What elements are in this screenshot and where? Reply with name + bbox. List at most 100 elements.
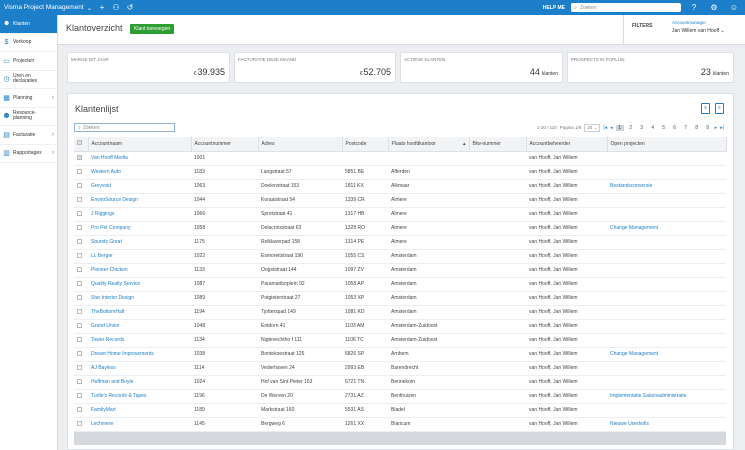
account-name-link[interactable]: Sounds Great <box>88 235 191 250</box>
sidebar-item-uren[interactable]: ◷ Uren en declaraties <box>0 71 57 89</box>
page-button[interactable]: 9 <box>706 124 710 131</box>
account-name-link[interactable]: Grand Union <box>88 319 191 334</box>
row-checkbox-cell[interactable] <box>74 403 88 418</box>
table-row[interactable]: Western Auto 1183 Langstraat 57 5851 BE Affe… <box>74 165 726 180</box>
select-all-checkbox[interactable] <box>77 140 82 146</box>
app-switcher[interactable]: Visma Project Management ⌄ <box>0 4 95 12</box>
row-checkbox[interactable] <box>77 392 82 398</box>
account-name-link[interactable]: Western Auto <box>88 165 191 180</box>
account-name-link[interactable]: Van Hooff Media <box>88 151 191 166</box>
sidebar-item-planning[interactable]: ▦ Planning › <box>0 89 57 108</box>
table-row[interactable]: FamilyMart 1189 Markstraat 160 5531 AS Blade… <box>74 403 726 418</box>
row-checkbox-cell[interactable] <box>74 417 88 432</box>
row-checkbox[interactable] <box>77 252 82 258</box>
row-checkbox[interactable] <box>77 168 82 174</box>
table-row[interactable]: Lechmere 1145 Bergweg 6 1261 XX Blaricum van … <box>74 417 726 432</box>
table-row[interactable]: AJ Bayless 1114 Vederhaven 24 2993 EB Barend… <box>74 361 726 376</box>
row-checkbox[interactable] <box>77 196 82 202</box>
sidebar-item-resourceplanning[interactable]: ⚉ Resource-planning <box>0 108 57 126</box>
sidebar-item-verkoop[interactable]: $ Verkoop <box>0 34 57 52</box>
row-checkbox[interactable] <box>77 266 82 272</box>
page-button[interactable]: 8 <box>695 124 699 131</box>
row-checkbox[interactable] <box>77 308 82 314</box>
add-client-button[interactable]: Klant toevoegen <box>130 24 175 34</box>
open-project-link[interactable]: Change Management <box>607 221 726 236</box>
last-page-icon[interactable]: ▸| <box>720 124 724 131</box>
table-row[interactable]: Star Interior Design 1089 Potgieterstraat … <box>74 291 726 306</box>
table-row[interactable]: Dream Home Improvements 1038 Bontekoestraa… <box>74 347 726 362</box>
column-header[interactable]: Open projecten <box>607 137 727 152</box>
row-checkbox[interactable] <box>77 420 82 426</box>
help-icon[interactable]: ? <box>691 3 697 12</box>
account-name-link[interactable]: Dream Home Improvements <box>88 347 191 362</box>
row-checkbox-cell[interactable] <box>74 277 88 292</box>
row-checkbox-cell[interactable] <box>74 193 88 208</box>
column-header[interactable]: Btw-nummer <box>469 137 527 152</box>
row-checkbox-cell[interactable] <box>74 151 88 166</box>
row-checkbox[interactable] <box>77 210 82 216</box>
row-checkbox-cell[interactable] <box>74 347 88 362</box>
row-checkbox[interactable] <box>77 350 82 356</box>
open-project-link[interactable]: Nieuwe Userbolls <box>607 417 726 432</box>
row-checkbox-cell[interactable] <box>74 221 88 236</box>
account-name-link[interactable]: Turtle's Records & Tapes <box>88 389 191 404</box>
row-checkbox[interactable] <box>77 378 82 384</box>
account-name-link[interactable]: Lechmere <box>88 417 191 432</box>
gear-icon[interactable]: ⚙ <box>710 3 718 12</box>
row-checkbox-cell[interactable] <box>74 319 88 334</box>
column-header[interactable]: Postcode <box>342 137 389 152</box>
account-name-link[interactable]: LL Berger <box>88 249 191 264</box>
row-checkbox-cell[interactable] <box>74 361 88 376</box>
account-name-link[interactable]: Pro Pet Company <box>88 221 191 236</box>
page-button[interactable]: 5 <box>662 124 666 131</box>
row-checkbox[interactable] <box>77 280 82 286</box>
prev-page-icon[interactable]: ◂ <box>610 124 613 131</box>
row-checkbox[interactable] <box>77 238 82 244</box>
row-checkbox-cell[interactable] <box>74 165 88 180</box>
table-row[interactable]: EnviroSource Design 1044 Koraalstraat 54 13… <box>74 193 726 208</box>
table-row[interactable]: Sounds Great 1175 Rolklaverpad 158 1314 PE A… <box>74 235 726 250</box>
row-checkbox[interactable] <box>77 294 82 300</box>
sidebar-item-projecten[interactable]: ▭ Projecten <box>0 52 57 71</box>
column-header-sorted[interactable]: Plaats hoofdkantoor ▴ <box>388 137 470 152</box>
row-checkbox-cell[interactable] <box>74 179 88 194</box>
row-checkbox-cell[interactable] <box>74 291 88 306</box>
column-header[interactable]: Accountbeheerder <box>526 137 608 152</box>
table-row[interactable]: Grand Union 1048 Entdorn 41 1103 AM Amsterda… <box>74 319 726 334</box>
page-button[interactable]: 2 <box>629 124 633 131</box>
filters-label[interactable]: FILTERS <box>632 23 653 29</box>
row-checkbox-cell[interactable] <box>74 235 88 250</box>
row-checkbox[interactable] <box>77 364 82 370</box>
export-excel-icon[interactable]: x <box>701 103 710 114</box>
page-button[interactable]: 7 <box>684 124 688 131</box>
table-row[interactable]: Van Hooff Media 1001 van Hooff, Jan Willem <box>74 151 726 166</box>
row-checkbox[interactable] <box>77 154 82 160</box>
table-row[interactable]: LL Berger 1022 Esmoreitstraat 190 1055 CS Am… <box>74 249 726 264</box>
account-name-link[interactable]: Quality Realty Service <box>88 277 191 292</box>
account-name-link[interactable]: EnviroSource Design <box>88 193 191 208</box>
page-button[interactable]: 3 <box>640 124 644 131</box>
table-row[interactable]: J Riggings 1066 Sprotstraat 41 1317 HB Almer… <box>74 207 726 222</box>
account-name-link[interactable]: AJ Bayless <box>88 361 191 376</box>
table-row[interactable]: Turtle's Records & Tapes 1196 De Werven 20… <box>74 389 726 404</box>
account-name-link[interactable]: Pioneer Chicken <box>88 263 191 278</box>
page-button[interactable]: 4 <box>651 124 655 131</box>
column-header[interactable]: Adres <box>258 137 343 152</box>
sidebar-item-klanten[interactable]: ☻ Klanten <box>0 15 57 34</box>
row-checkbox[interactable] <box>77 322 82 328</box>
select-all-header[interactable] <box>74 137 89 152</box>
row-checkbox-cell[interactable] <box>74 249 88 264</box>
sidebar-item-rapportages[interactable]: ▥ Rapportages › <box>0 145 57 163</box>
page-size-select[interactable]: 20 ⌄ <box>584 123 601 132</box>
row-checkbox[interactable] <box>77 336 82 342</box>
table-row[interactable]: Huffman and Boyle 1024 Hof van Sint Pieter… <box>74 375 726 390</box>
account-name-link[interactable]: TheBottomHalf <box>88 305 191 320</box>
account-name-link[interactable]: J Riggings <box>88 207 191 222</box>
table-row[interactable]: Tower Records 1134 Nigtevechtho f 111 1106 … <box>74 333 726 348</box>
column-header[interactable]: Accountnaam <box>88 137 192 152</box>
list-search-input[interactable]: ⌕ Zoeken <box>74 123 175 132</box>
account-name-link[interactable]: FamilyMart <box>88 403 191 418</box>
row-checkbox-cell[interactable] <box>74 263 88 278</box>
history-icon[interactable]: ↺ <box>126 3 134 12</box>
row-checkbox-cell[interactable] <box>74 375 88 390</box>
